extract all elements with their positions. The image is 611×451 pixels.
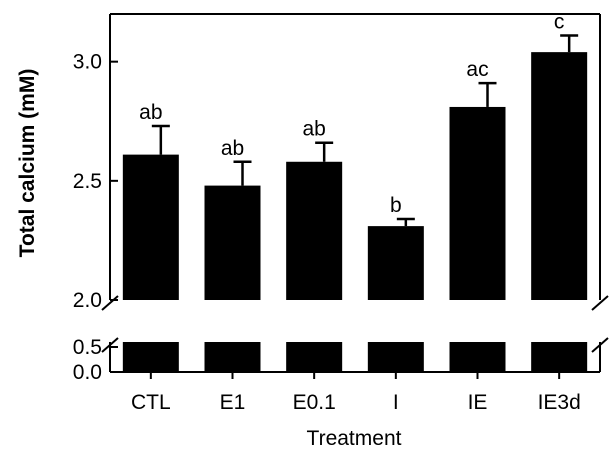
axis-break-mark-left-upper [101,295,119,311]
significance-letter: c [554,10,565,33]
bar-lower [122,342,179,372]
bar-upper [286,161,343,300]
x-tick-label: E0.1 [293,391,336,414]
significance-letter: ab [221,137,244,160]
bar-upper [449,106,506,300]
significance-letter: ac [466,58,488,81]
x-axis-title: Treatment [307,427,402,450]
bar-lower [531,342,588,372]
y-tick-label: 2.0 [73,289,102,312]
x-tick-label: IE3d [538,391,581,414]
bar-lower [367,342,424,372]
x-tick-label: CTL [131,391,171,414]
bar-upper [204,185,261,300]
axis-break-mark-right-lower [591,337,609,353]
y-tick-label: 0.5 [73,336,102,359]
bar-upper [122,154,179,300]
x-tick-label: I [393,391,399,414]
chart-axes: 2.0 2.5 3.0 0.00.5 CTL E1 E0.1 I IE IE3d [73,13,609,414]
y-tick-label: 0.0 [73,361,102,384]
bar-lower [449,342,506,372]
significance-letter: b [390,194,402,217]
significance-letter: ab [302,118,325,141]
y-axis-title: Total calcium (mM) [16,69,39,258]
axis-break-mark-left-lower [101,337,119,353]
chart-labels: ab ab ab b ac c [139,10,564,217]
bar-lower [204,342,261,372]
bar-lower [286,342,343,372]
axis-break-mark-right-upper [591,295,609,311]
bar-upper [531,52,588,301]
x-tick-label: IE [468,391,488,414]
significance-letter: ab [139,101,162,124]
y-tick-label: 2.5 [73,170,102,193]
bar-upper [367,226,424,300]
x-tick-label: E1 [220,391,246,414]
chart-bars [122,34,588,372]
y-tick-label: 3.0 [73,51,102,74]
